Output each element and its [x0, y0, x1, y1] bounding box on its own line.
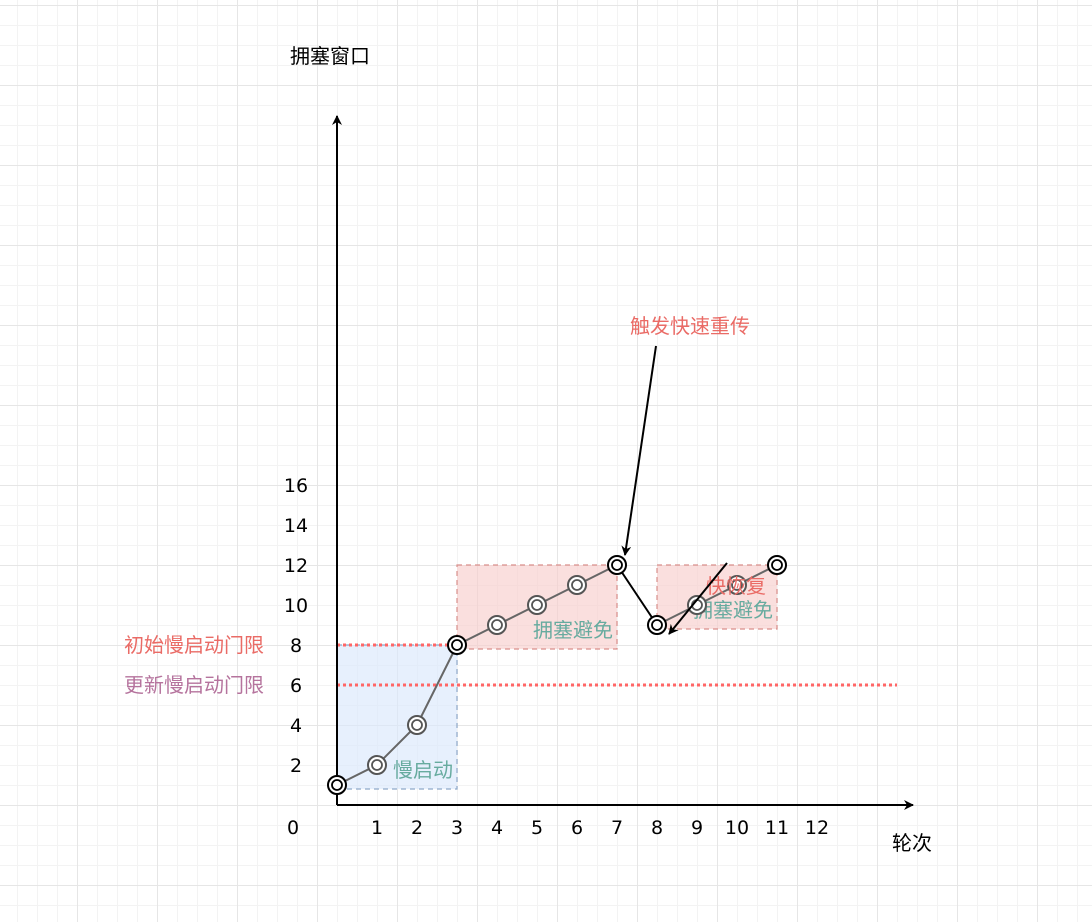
x-axis-title: 轮次: [892, 831, 932, 855]
fast-recovery-arrow: [668, 562, 728, 635]
threshold-label: 初始慢启动门限: [124, 633, 264, 657]
y-tick-label: 16: [284, 475, 308, 497]
data-point: [767, 555, 787, 575]
data-point: [727, 575, 747, 595]
x-tick-label: 1: [371, 817, 383, 839]
y-axis-title: 拥塞窗口: [290, 44, 370, 68]
data-point: [327, 775, 347, 795]
cwnd-series: [327, 555, 787, 795]
x-tick-label: 5: [531, 817, 543, 839]
x-tick-label: 2: [411, 817, 423, 839]
threshold-label: 更新慢启动门限: [124, 673, 264, 697]
y-tick-label: 6: [290, 675, 302, 697]
y-tick-label: 4: [290, 715, 302, 737]
origin-label: 0: [287, 817, 299, 839]
x-tick-label: 8: [651, 817, 663, 839]
y-tick-label: 2: [290, 755, 302, 777]
x-tick-labels: 1 2 3 4 5 6 7 8 9 10 11 12: [371, 817, 829, 839]
data-point: [447, 635, 467, 655]
cwnd-drop-line: [616, 564, 658, 626]
x-tick-label: 4: [491, 817, 503, 839]
data-point: [567, 575, 587, 595]
threshold-lines: [337, 643, 897, 687]
x-tick-label: 3: [451, 817, 463, 839]
data-point: [487, 615, 507, 635]
y-tick-label: 12: [284, 555, 308, 577]
x-tick-label: 12: [805, 817, 829, 839]
x-tick-label: 10: [725, 817, 749, 839]
data-point: [607, 555, 627, 575]
x-tick-label: 11: [765, 817, 789, 839]
y-tick-label: 10: [284, 595, 308, 617]
x-tick-label: 7: [611, 817, 623, 839]
phase-region-label: 拥塞避免: [533, 618, 613, 642]
x-tick-label: 6: [571, 817, 583, 839]
data-point: [527, 595, 547, 615]
phase-region-0: [336, 644, 458, 790]
fast-retransmit-label: 触发快速重传: [630, 314, 750, 338]
y-tick-label: 8: [290, 635, 302, 657]
cwnd-line-second: [656, 564, 778, 626]
data-point: [407, 715, 427, 735]
fast-retransmit-arrow: [621, 345, 657, 556]
phase-region-label: 慢启动: [393, 758, 453, 782]
y-tick-label: 14: [284, 515, 308, 537]
x-tick-label: 9: [691, 817, 703, 839]
y-tick-labels: 2 4 6 8 10 12 14 16: [284, 475, 308, 777]
data-point: [367, 755, 387, 775]
data-point: [647, 615, 667, 635]
